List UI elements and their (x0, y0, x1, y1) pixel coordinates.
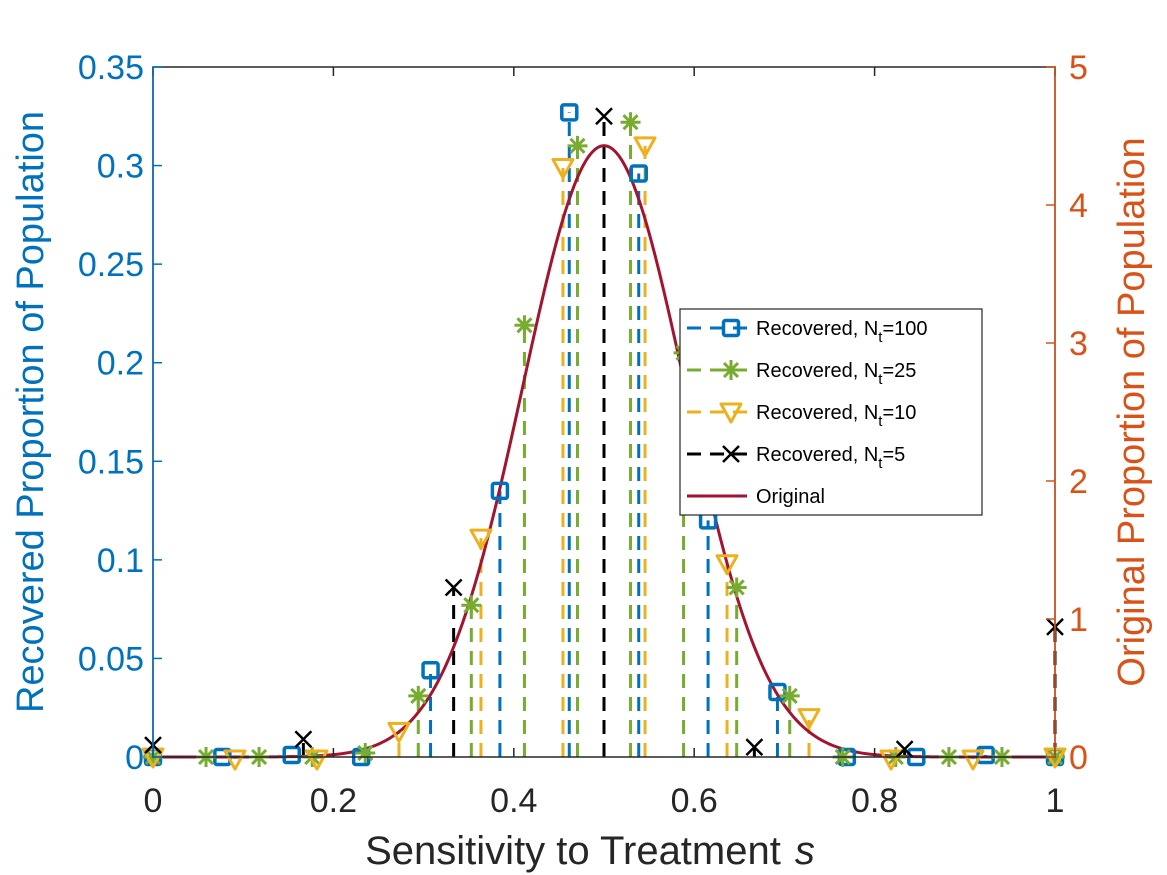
legend-box (679, 308, 983, 516)
legend-item-n25: Recovered, Nt=25 (687, 360, 916, 388)
x-tick-label: 0.8 (851, 782, 898, 820)
marker-n100 (490, 481, 510, 501)
marker-n25 (779, 685, 800, 706)
y-right-tick-label: 0 (1069, 739, 1088, 777)
legend-item-original: Original (687, 486, 825, 508)
y-right-tick-label: 4 (1069, 187, 1088, 225)
x-tick-label: 0 (144, 782, 163, 820)
marker-n10 (387, 721, 411, 743)
marker-n10 (797, 708, 821, 730)
y-left-tick-label: 0.2 (97, 345, 144, 383)
marker-n5 (595, 107, 613, 126)
y-left-tick-label: 0.3 (97, 148, 144, 186)
marker-n25 (461, 595, 482, 616)
x-axis-label: Sensitivity to Treatment s (365, 829, 815, 873)
y-left-axis-label: Recovered Proportion of Population (10, 111, 52, 713)
legend-marker-n25 (721, 360, 741, 380)
marker-n25 (514, 315, 535, 336)
legend-items: Recovered, Nt=100 Recovered, Nt=25 Recover… (687, 318, 928, 508)
marker-n5 (895, 740, 914, 758)
marker-n100 (560, 103, 579, 122)
y-right-tick-label: 3 (1069, 325, 1088, 363)
legend-label: Original (756, 486, 825, 508)
legend-label: Recovered, Nt=25 (756, 360, 916, 388)
y-left-tick-label: 0.25 (78, 246, 144, 284)
legend-label: Recovered, Nt=10 (756, 402, 916, 430)
y-left-tick-label: 0.1 (97, 542, 144, 580)
y-right-tick-label: 5 (1069, 49, 1088, 87)
stem-lines (151, 112, 1057, 759)
x-tick-label: 0.6 (671, 782, 718, 820)
x-tick-label: 1 (1046, 782, 1065, 820)
marker-n10 (633, 136, 657, 158)
y-right-tick-label: 2 (1069, 463, 1088, 501)
marker-n10 (469, 528, 493, 550)
legend-marker-n100 (721, 318, 741, 338)
marker-n25 (408, 685, 429, 706)
marker-n100 (421, 661, 440, 680)
marker-n5 (444, 578, 463, 597)
legend-item-n5: Recovered, Nt=5 (687, 444, 905, 472)
y-right-tick-label: 1 (1069, 601, 1088, 639)
marker-n10 (223, 749, 247, 771)
x-axis-label-text: Sensitivity to Treatment (365, 829, 781, 873)
marker-n10 (879, 749, 903, 771)
legend-item-n100: Recovered, Nt=100 (687, 318, 928, 346)
y-right-axis-label: Original Proportion of Population (1111, 137, 1153, 686)
y-left-tick-label: 0.15 (78, 443, 144, 481)
y-left-tick-label: 0.35 (78, 49, 144, 87)
legend-item-n10: Recovered, Nt=10 (687, 402, 916, 430)
legend-label: Recovered, Nt=100 (756, 318, 928, 346)
marker-n25 (726, 577, 747, 598)
marker-n25 (355, 743, 376, 764)
marker-n25 (567, 135, 588, 156)
legend: Recovered, Nt=100 Recovered, Nt=25 Recover… (679, 308, 983, 516)
marker-n10 (961, 749, 985, 771)
x-tick-label: 0.4 (490, 782, 537, 820)
y-left-tick-label: 0.05 (78, 640, 144, 678)
marker-n5 (745, 738, 764, 757)
marker-n100 (629, 164, 648, 183)
marker-n10 (715, 554, 739, 576)
legend-label: Recovered, Nt=5 (756, 444, 905, 472)
marker-n100 (282, 745, 301, 765)
marker-n100 (976, 745, 995, 765)
y-left-tick-label: 0 (125, 739, 144, 777)
legend-marker-n10 (719, 402, 743, 424)
axis-ticks: 0 0.2 0.4 0.6 0.8 100.050.10.150.20.250.30.35… (78, 49, 1088, 820)
marker-n10 (551, 158, 575, 180)
marker-n10 (305, 749, 329, 771)
x-axis-label-var: s (795, 829, 815, 873)
x-tick-label: 0.2 (310, 782, 357, 820)
marker-n5 (294, 730, 313, 749)
marker-n25 (620, 112, 641, 133)
legend-marker-n5 (722, 445, 740, 463)
